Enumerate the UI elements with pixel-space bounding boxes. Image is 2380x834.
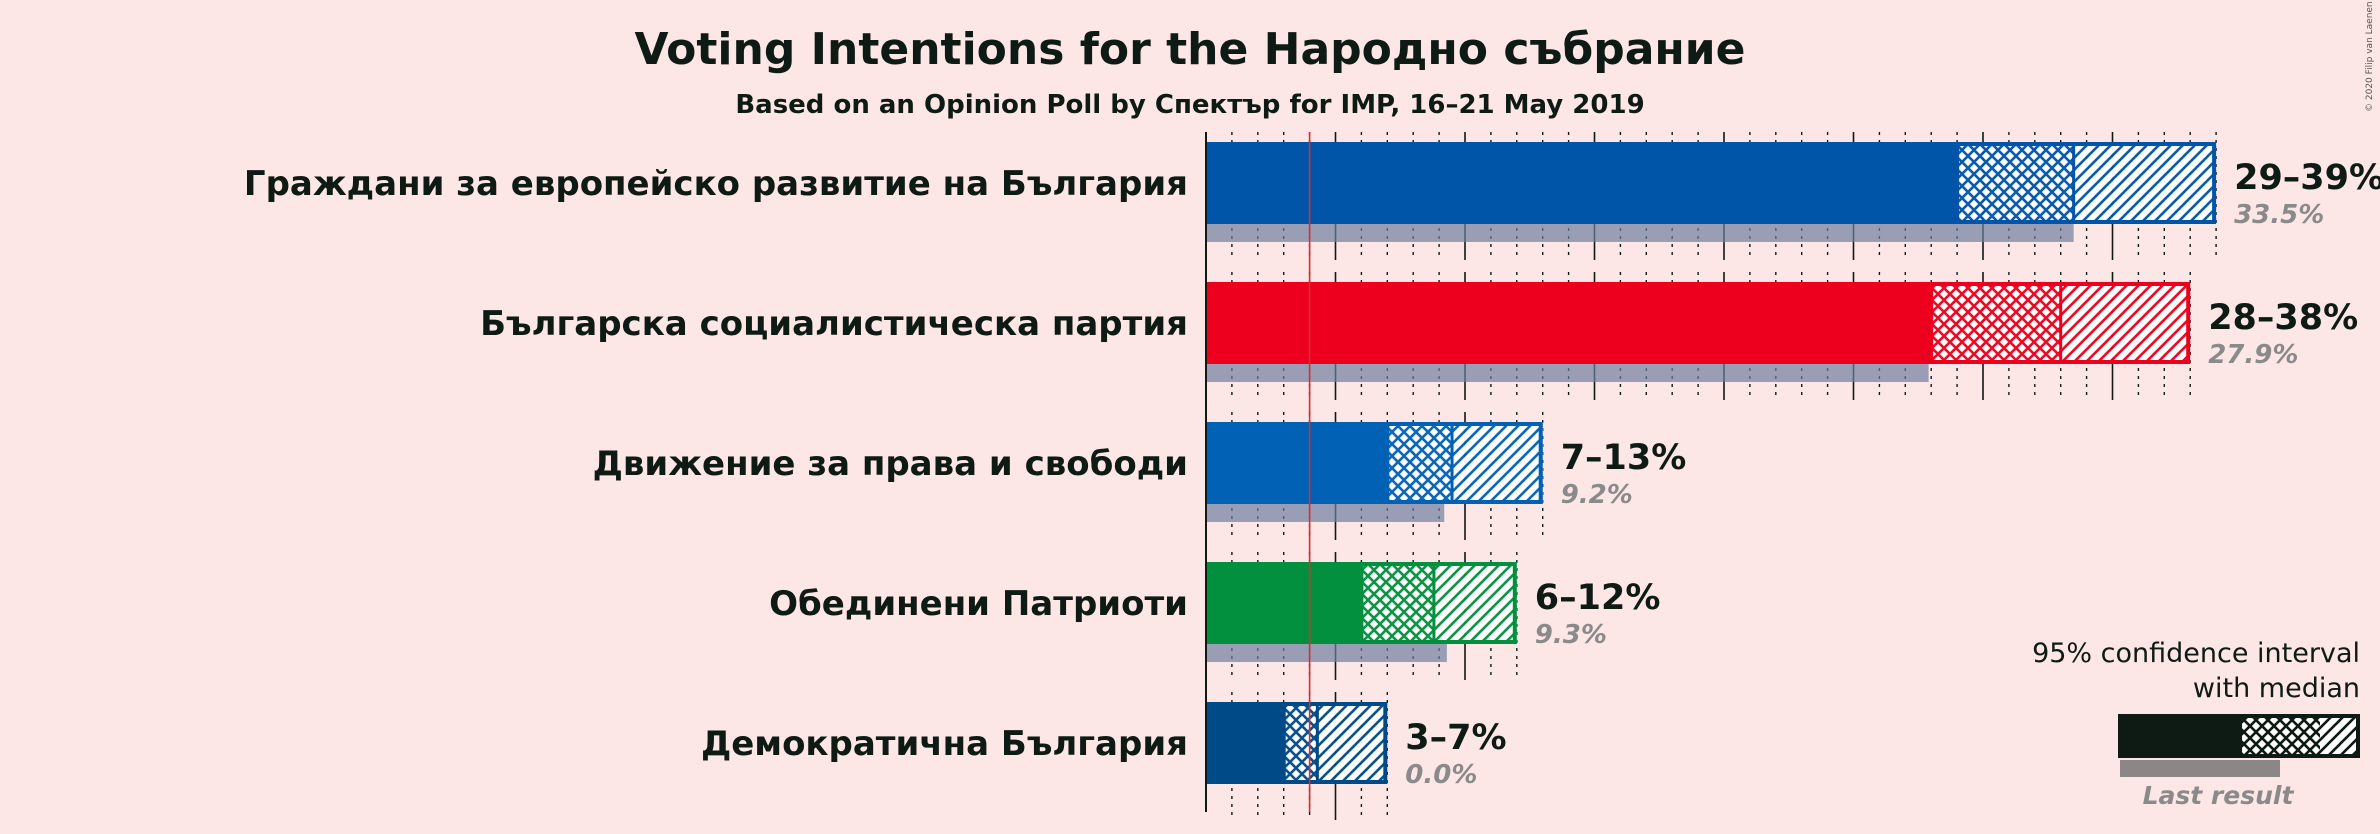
bar-solid xyxy=(1206,702,1284,784)
last-result-label: 9.3% xyxy=(1535,620,1607,650)
last-result-bar xyxy=(1206,502,1445,522)
bar-solid xyxy=(1206,562,1362,644)
legend-ci-upper xyxy=(2320,716,2358,756)
bar-ci-upper xyxy=(1433,562,1517,644)
bar-ci-outline xyxy=(1359,562,1517,644)
last-result-label: 0.0% xyxy=(1405,760,1477,790)
bar-ci-outline xyxy=(1385,422,1543,504)
copyright-note: © 2020 Filip van Laenen xyxy=(2365,1,2375,112)
legend-last-result-label: Last result xyxy=(2143,781,2295,810)
chart-subtitle: Based on an Opinion Poll by Спектър for … xyxy=(735,90,1644,120)
last-result-bar xyxy=(1206,642,1447,662)
last-result-label: 33.5% xyxy=(2234,200,2324,230)
party-row: Движение за права и свободи 7–13%9.2% xyxy=(593,412,1687,540)
bar-ci-upper xyxy=(1452,422,1543,504)
party-row: Обединени Патриоти 6–12%9.3% xyxy=(769,552,1660,680)
last-result-label: 27.9% xyxy=(2208,340,2298,370)
bar-ci-lower xyxy=(1361,562,1434,644)
chart-title: Voting Intentions for the Народно събран… xyxy=(635,24,1746,75)
party-name: Движение за права и свободи xyxy=(593,444,1188,484)
last-result-bar xyxy=(1206,222,2074,242)
bar-ci-lower xyxy=(1387,422,1453,504)
bar-ci-outline xyxy=(1281,702,1388,784)
legend-ci-outline xyxy=(2238,714,2360,758)
range-label: 7–13% xyxy=(1561,438,1687,478)
party-row: Граждани за европейско развитие на Бълга… xyxy=(244,132,2380,260)
party-name: Граждани за европейско развитие на Бълга… xyxy=(244,164,1188,204)
range-label: 6–12% xyxy=(1535,578,1661,618)
range-label: 3–7% xyxy=(1405,718,1506,758)
bar-ci-upper xyxy=(2073,142,2217,224)
range-label: 28–38% xyxy=(2208,298,2358,338)
plot-area: Граждани за европейско развитие на Бълга… xyxy=(244,132,2380,820)
bar-ci-lower xyxy=(1283,702,1318,784)
party-name: Обединени Патриоти xyxy=(769,584,1188,624)
bar-solid xyxy=(1206,142,1958,224)
bar-ci-lower xyxy=(1931,282,2061,364)
last-result-bar xyxy=(1206,362,1929,382)
party-row: Демократична България 3–7%0.0% xyxy=(701,692,1507,820)
legend-ci-lower xyxy=(2240,716,2320,756)
bar-solid xyxy=(1206,422,1388,504)
last-result-label: 9.2% xyxy=(1561,480,1633,510)
bar-ci-outline xyxy=(1955,142,2217,224)
legend: 95% confidence interval with median Last r… xyxy=(2032,638,2360,810)
legend-last-bar xyxy=(2120,760,2280,777)
bar-ci-lower xyxy=(1957,142,2074,224)
party-row: Българска социалистическа партия 28–38%27… xyxy=(480,272,2358,400)
bar-solid xyxy=(1206,282,1932,364)
legend-title-line1: 95% confidence interval xyxy=(2032,638,2360,669)
legend-title-line2: with median xyxy=(2193,673,2360,704)
range-label: 29–39% xyxy=(2234,158,2380,198)
party-name: Демократична България xyxy=(701,724,1188,764)
bar-ci-upper xyxy=(2060,282,2191,364)
bar-ci-upper xyxy=(1317,702,1388,784)
party-name: Българска социалистическа партия xyxy=(480,304,1188,344)
legend-solid xyxy=(2118,714,2240,758)
